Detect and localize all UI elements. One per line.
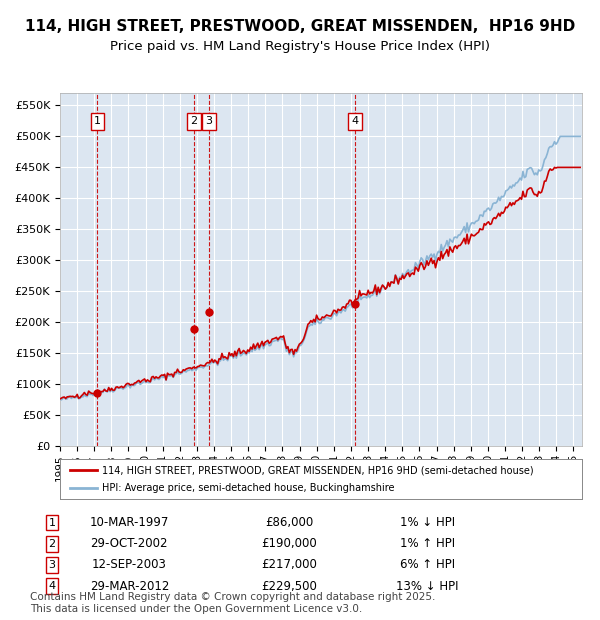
- Text: HPI: Average price, semi-detached house, Buckinghamshire: HPI: Average price, semi-detached house,…: [102, 483, 394, 493]
- Text: 4: 4: [352, 117, 359, 126]
- Text: 29-OCT-2002: 29-OCT-2002: [91, 538, 168, 550]
- Text: Contains HM Land Registry data © Crown copyright and database right 2025.
This d: Contains HM Land Registry data © Crown c…: [30, 592, 436, 614]
- Text: 2: 2: [49, 539, 56, 549]
- Text: 3: 3: [49, 560, 56, 570]
- Text: 1: 1: [94, 117, 101, 126]
- Text: 29-MAR-2012: 29-MAR-2012: [89, 580, 169, 593]
- Text: 1% ↓ HPI: 1% ↓ HPI: [400, 516, 455, 529]
- Text: 2: 2: [190, 117, 197, 126]
- Text: 10-MAR-1997: 10-MAR-1997: [89, 516, 169, 529]
- Text: 4: 4: [49, 581, 56, 591]
- Text: 12-SEP-2003: 12-SEP-2003: [92, 559, 167, 572]
- Text: £190,000: £190,000: [262, 538, 317, 550]
- Text: £86,000: £86,000: [265, 516, 314, 529]
- Text: £229,500: £229,500: [262, 580, 317, 593]
- Text: 3: 3: [205, 117, 212, 126]
- Text: Price paid vs. HM Land Registry's House Price Index (HPI): Price paid vs. HM Land Registry's House …: [110, 40, 490, 53]
- Text: 13% ↓ HPI: 13% ↓ HPI: [396, 580, 458, 593]
- Text: 114, HIGH STREET, PRESTWOOD, GREAT MISSENDEN, HP16 9HD (semi-detached house): 114, HIGH STREET, PRESTWOOD, GREAT MISSE…: [102, 465, 533, 475]
- Text: 6% ↑ HPI: 6% ↑ HPI: [400, 559, 455, 572]
- Text: £217,000: £217,000: [262, 559, 317, 572]
- Text: 1: 1: [49, 518, 56, 528]
- Text: 114, HIGH STREET, PRESTWOOD, GREAT MISSENDEN,  HP16 9HD: 114, HIGH STREET, PRESTWOOD, GREAT MISSE…: [25, 19, 575, 33]
- Text: 1% ↑ HPI: 1% ↑ HPI: [400, 538, 455, 550]
